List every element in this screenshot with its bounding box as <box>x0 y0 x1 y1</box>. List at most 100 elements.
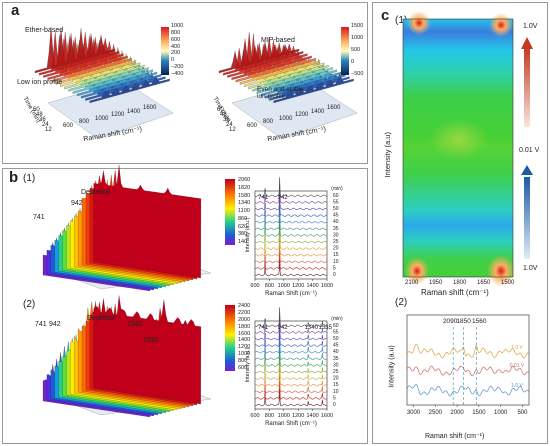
x-tick-label: 1500 <box>472 410 486 416</box>
time-label: 50 <box>333 336 339 342</box>
peak-label: 1340 <box>305 325 319 331</box>
x-axis-label: Raman Shift (cm⁻¹) <box>265 421 317 427</box>
time-unit-label: (min) <box>331 316 343 322</box>
spectrum-line <box>254 334 327 354</box>
spectrum-line <box>254 177 327 197</box>
panel-a-left-xtick: 800 <box>79 119 90 126</box>
panel-b-row2-colorbar-tick: 1800 <box>238 323 251 330</box>
y-axis-label: Intensity (a.u.) <box>245 217 251 252</box>
panel-a-right-colorbar-tick: 0 <box>351 59 355 65</box>
time-label: 40 <box>333 219 339 225</box>
panel-b-row1-colorbar-tick: 1580 <box>238 192 251 199</box>
panel-a-left-xtick: 1000 <box>95 115 109 122</box>
x-tick-label: 2000 <box>450 410 464 416</box>
y-axis-label: Intensity (a.u.) <box>245 347 251 382</box>
time-label: 15 <box>333 382 339 388</box>
time-label: 60 <box>333 193 339 199</box>
panel-c-voltage-mid: 0.01 V <box>519 147 540 154</box>
panel-b-row2-peak741: 741 <box>35 321 47 328</box>
panel-a-left-annotation: Low ion profile <box>17 79 63 86</box>
x-tick-label: 1200 <box>292 413 304 419</box>
spectrum-line <box>254 229 327 250</box>
peak-label: 1535 <box>319 325 333 331</box>
panel-a-left-ytick: 36 <box>39 117 46 123</box>
panel-b: b (1) (2) Depletion 942 741 2060 1820 1580… <box>2 164 368 444</box>
waterfall-trace <box>81 68 162 99</box>
time-label: 60 <box>333 323 339 329</box>
spectrum-line <box>254 211 327 230</box>
spectrum-line <box>254 327 327 347</box>
panel-a-left-xtick: 600 <box>63 123 74 129</box>
spectrum-line <box>254 307 327 327</box>
waterfall-trace <box>239 59 321 85</box>
waterfall-trace <box>85 71 166 101</box>
time-label: 35 <box>333 356 339 362</box>
panel-a-left-xtick: 1200 <box>111 112 125 119</box>
spectrum-trace <box>406 343 529 359</box>
time-label: 45 <box>333 213 339 219</box>
waterfall-trace <box>235 55 316 83</box>
panel-a-left-colorbar-tick: 1000 <box>171 23 184 29</box>
time-label: 35 <box>333 226 339 232</box>
panel-a-right-surface <box>218 31 358 140</box>
panel-b-row2-colorbar-tick: 600 <box>238 365 248 371</box>
panel-b-row1-colorbar-tick: 1100 <box>238 208 250 214</box>
x-tick-label: 800 <box>265 283 274 289</box>
spectrum-line <box>254 244 327 263</box>
panel-a-left-colorbar-tick: 400 <box>171 43 181 50</box>
panel-a-right-ytick: 24 <box>226 122 233 128</box>
x-tick-label: 1000 <box>278 283 290 289</box>
panel-c-label: c <box>381 7 390 24</box>
panel-b-row1-peak942: 942 <box>71 200 83 207</box>
time-label: 0 <box>333 272 336 278</box>
panel-b-row1-colorbar-tick: 860 <box>238 215 248 222</box>
time-label: 30 <box>333 232 339 238</box>
peak-label: 1850 <box>456 318 471 325</box>
panel-a-left-colorbar <box>161 27 169 75</box>
panel-c-sub1-xtick: 1950 <box>429 280 443 286</box>
panel-a-right-colorbar <box>341 27 349 75</box>
panel-b-row2-colorbar-tick: 1000 <box>238 351 251 358</box>
panel-b-row2-peak942: 942 <box>49 321 61 328</box>
x-tick-label: 3000 <box>407 410 421 416</box>
panel-c-sub2-sublabel: (2) <box>395 297 408 308</box>
panel-c-voltage-bottom: 1.0V <box>523 265 538 272</box>
panel-b-row1-depletion: Depletion <box>81 189 111 196</box>
time-label: 45 <box>333 343 339 349</box>
panel-b-row2-colorbar-tick: 2400 <box>238 303 251 309</box>
x-tick-label: 1600 <box>321 413 333 419</box>
panel-b-row2-peak1340: 1340 <box>127 321 143 328</box>
time-label: 10 <box>333 389 339 395</box>
panel-c-voltage-top: 1.0V <box>523 23 538 30</box>
plot-frame <box>406 314 530 406</box>
panel-b-row1-surface <box>42 164 212 292</box>
panel-a-right-xtick: 800 <box>263 119 274 126</box>
x-tick-label: 1000 <box>278 413 290 419</box>
waterfall-trace <box>34 26 116 74</box>
panel-a-right-colorbar-tick: 1000 <box>351 35 364 41</box>
panel-c-heatmap <box>402 11 515 287</box>
spectrum-line <box>254 374 327 393</box>
panel-c-sub1-xtick: 2100 <box>405 280 419 286</box>
panel-a-left-ytick: 48 <box>36 112 43 118</box>
panel-a-left-colorbar-tick: −400 <box>171 71 184 77</box>
panel-c-voltage-arrows <box>521 37 533 259</box>
trace-label: 0.01 V <box>510 363 525 369</box>
spectrum-line <box>254 367 327 387</box>
panel-b-row1-colorbar-tick: 1340 <box>238 200 251 207</box>
x-tick-label: 1000 <box>494 410 508 416</box>
panel-b-row1-colorbar-tick: 2060 <box>238 177 251 183</box>
panel-a-right-xtick: 1400 <box>311 108 325 115</box>
waterfall-trace <box>218 38 300 74</box>
panel-c-sub2-ylabel: Intensity (a.u) <box>388 345 396 388</box>
panel-b-row1-colorbar-tick: 140 <box>238 239 248 245</box>
panel-a-left-colorbar-tick: 200 <box>171 50 181 57</box>
time-label: 0 <box>333 402 336 408</box>
peak-label: 741 <box>258 325 269 331</box>
spectrum-line <box>254 320 327 341</box>
waterfall-trace <box>93 164 202 279</box>
panel-a-right-xtick: 1000 <box>279 115 293 122</box>
panel-a-left-colorbar-tick: 0 <box>171 57 175 64</box>
panel-c-sub1-sublabel: (1) <box>395 15 408 26</box>
